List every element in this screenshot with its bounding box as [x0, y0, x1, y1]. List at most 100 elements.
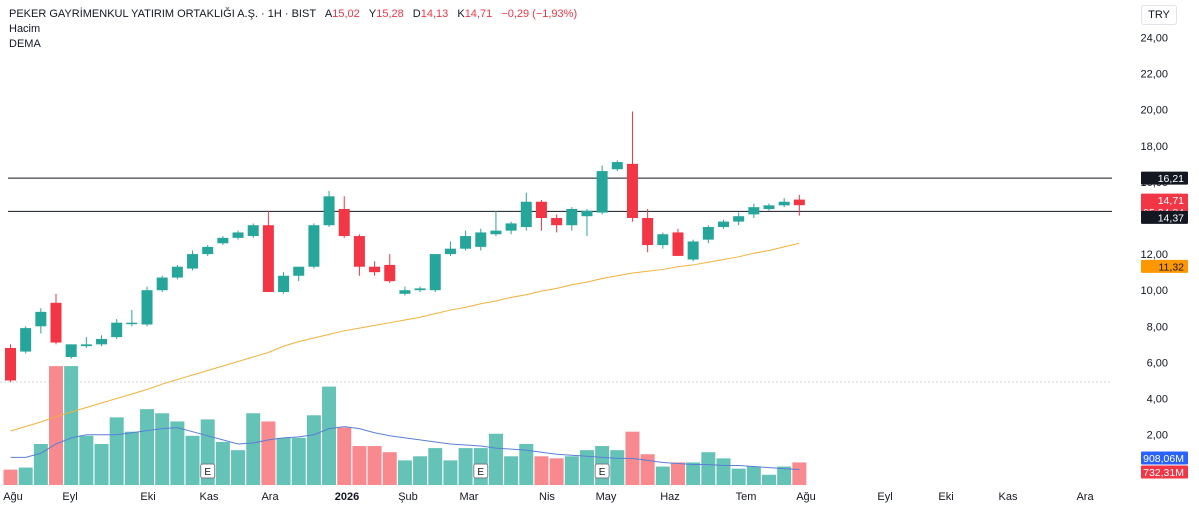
candle	[733, 212, 745, 226]
candle	[444, 241, 456, 256]
candle-body	[733, 216, 745, 222]
candle	[429, 254, 441, 293]
price-axis[interactable]: 24,0022,0020,0018,0016,0014,0012,0010,00…	[1140, 33, 1168, 442]
volume-bars	[3, 366, 807, 485]
price-tick-label: 6,00	[1147, 357, 1168, 369]
candle-body	[5, 347, 16, 381]
badge-text: 732,31M	[1143, 467, 1184, 479]
candles	[5, 111, 805, 383]
candle	[505, 221, 517, 235]
candle	[247, 223, 259, 238]
volume-bar	[579, 450, 594, 485]
volume-bar	[64, 366, 79, 485]
candle	[551, 214, 563, 233]
indicator-volume[interactable]: Hacim	[9, 23, 41, 35]
volume-bar	[670, 462, 685, 485]
volume-bar	[549, 458, 564, 485]
candle	[581, 208, 593, 237]
badge-line: 14,37	[1141, 210, 1188, 224]
earnings-marker[interactable]: E	[594, 463, 610, 479]
volume-bar	[94, 444, 109, 485]
candle	[520, 192, 532, 231]
horizontal-lines[interactable]	[8, 177, 1112, 212]
candle	[566, 207, 578, 231]
time-tick-label: Tem	[736, 491, 757, 503]
candle	[262, 210, 274, 293]
change-value: −0,29 (−1,93%)	[501, 8, 578, 20]
price-tick-label: 8,00	[1147, 321, 1168, 333]
candle-body	[187, 254, 199, 269]
candle-body	[657, 234, 669, 246]
volume-bar	[79, 435, 94, 485]
volume-bar	[276, 437, 291, 485]
volume-bar	[458, 448, 473, 485]
axis-badges: 16,2114,7105:24:3414,3711,32908,06M732,3…	[1141, 171, 1188, 479]
badge-text: 14,71	[1158, 195, 1184, 207]
earnings-marker[interactable]: E	[200, 463, 216, 479]
candle-body	[793, 199, 805, 206]
candle	[763, 203, 775, 211]
badge-dema: 11,32	[1141, 259, 1188, 273]
volume-bar	[352, 446, 367, 485]
candle-body	[717, 221, 729, 228]
candle-body	[353, 236, 365, 267]
volume-bar	[534, 456, 549, 485]
candle	[611, 160, 623, 172]
volume-bar	[716, 458, 731, 485]
candle-body	[642, 218, 654, 246]
candle-body	[247, 225, 259, 237]
candle-body	[399, 290, 411, 294]
volume-bar	[170, 421, 185, 485]
volume-bar	[443, 460, 458, 485]
candle-body	[505, 223, 517, 231]
candle	[369, 261, 381, 276]
candle	[717, 219, 729, 229]
candle	[384, 254, 396, 283]
badge-vol: 732,31M	[1141, 465, 1188, 479]
candle	[778, 198, 790, 208]
indicator-dema[interactable]: DEMA	[9, 38, 41, 50]
candle	[687, 239, 699, 262]
time-tick-label: Eyl	[62, 491, 77, 503]
currency-button[interactable]: TRY	[1141, 5, 1177, 25]
candle-body	[566, 208, 578, 226]
candle-body	[490, 230, 502, 235]
candle	[535, 199, 547, 231]
candle	[5, 344, 16, 383]
candle-body	[96, 338, 108, 345]
symbol-title[interactable]: PEKER GAYRİMENKUL YATIRIM ORTAKLIĞI A.Ş.…	[9, 8, 316, 20]
earnings-marker[interactable]: E	[473, 463, 489, 479]
candle	[490, 210, 502, 237]
price-tick-label: 22,00	[1140, 69, 1168, 81]
volume-bar	[731, 468, 746, 485]
candle-body	[35, 311, 47, 327]
candle	[217, 236, 229, 246]
candle-body	[369, 266, 381, 273]
volume-bar	[337, 427, 352, 485]
close-value: 14,71	[464, 8, 493, 20]
candle-body	[308, 225, 320, 267]
time-tick-label: Haz	[660, 491, 680, 503]
candle-body	[687, 241, 699, 260]
candle	[50, 293, 62, 345]
candle	[293, 266, 305, 282]
candle	[475, 228, 487, 251]
volume-bar	[701, 452, 716, 485]
volume-bar	[488, 433, 503, 485]
time-axis[interactable]: Ağu Eyl Eki Kas Ara 2026 Şub Mar Nis May Haz Tem Ağu…	[3, 491, 1094, 503]
dema-line	[10, 242, 800, 432]
volume-bar	[124, 431, 139, 485]
time-tick-label: Eki	[938, 491, 953, 503]
candle	[278, 272, 290, 294]
earnings-marker-box	[473, 463, 489, 479]
volume-bar	[655, 466, 670, 485]
volume-bar	[49, 366, 64, 485]
time-tick-label: Eki	[140, 491, 155, 503]
low-value: 14,13	[420, 8, 449, 20]
volume-bar	[686, 462, 701, 485]
time-tick-label: Kas	[999, 491, 1018, 503]
price-tick-label: 10,00	[1140, 285, 1168, 297]
high-value: 15,28	[376, 8, 404, 20]
